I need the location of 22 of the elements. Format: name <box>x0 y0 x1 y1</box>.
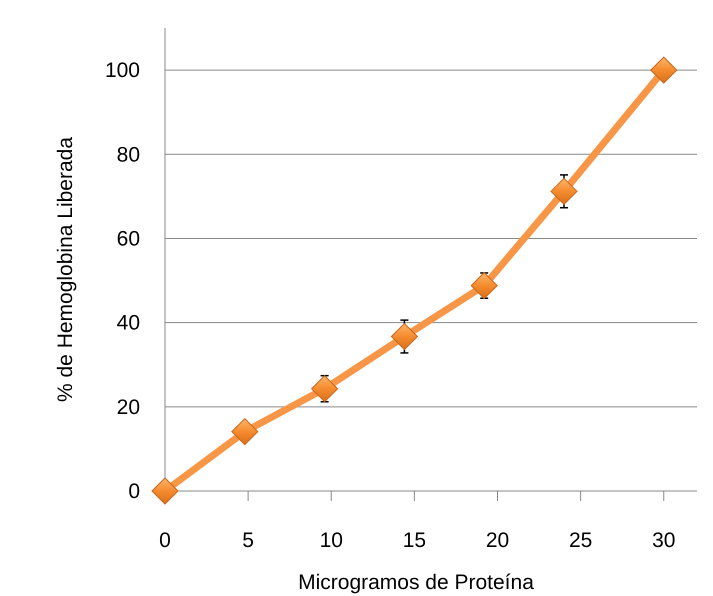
x-tick-label: 30 <box>652 529 676 552</box>
point <box>650 56 678 84</box>
x-tick-label: 15 <box>402 529 426 552</box>
x-tick-label: 0 <box>159 529 171 552</box>
point <box>152 478 178 504</box>
y-tick-label: 20 <box>116 396 140 419</box>
y-axis-title: % de Hemoglobina Liberada <box>54 136 77 402</box>
y-tick-label: 0 <box>128 480 140 503</box>
point <box>470 272 498 300</box>
x-tick-label: 10 <box>320 529 343 552</box>
y-tick-label: 40 <box>116 312 140 335</box>
x-tick-label: 20 <box>486 529 510 552</box>
x-tick-label: 5 <box>242 529 254 552</box>
point <box>311 375 338 402</box>
point <box>231 418 258 446</box>
y-tick-label: 60 <box>116 227 140 250</box>
y-tick-label: 100 <box>104 59 140 82</box>
y-tick-label: 80 <box>116 143 140 166</box>
x-axis-title: Microgramos de Proteína <box>298 571 534 594</box>
point <box>550 178 578 205</box>
x-tick-label: 25 <box>568 529 592 552</box>
point <box>390 323 418 350</box>
